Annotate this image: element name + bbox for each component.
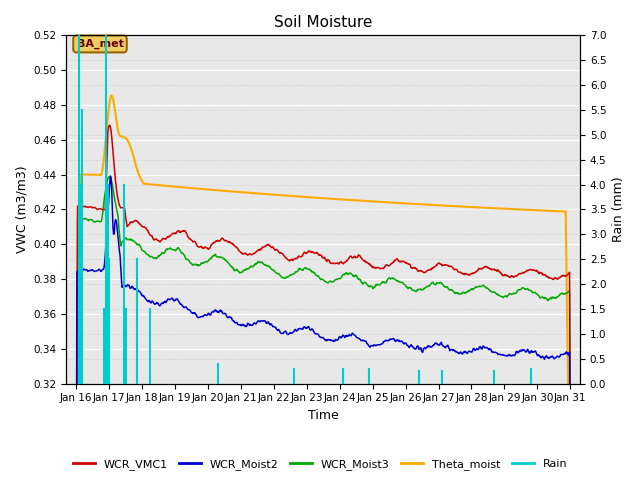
X-axis label: Time: Time (308, 409, 339, 422)
Y-axis label: Rain (mm): Rain (mm) (612, 177, 625, 242)
Legend: WCR_VMC1, WCR_Moist2, WCR_Moist3, Theta_moist, Rain: WCR_VMC1, WCR_Moist2, WCR_Moist3, Theta_… (68, 455, 572, 474)
Y-axis label: VWC (m3/m3): VWC (m3/m3) (15, 166, 28, 253)
Text: BA_met: BA_met (77, 39, 124, 49)
Title: Soil Moisture: Soil Moisture (274, 15, 372, 30)
